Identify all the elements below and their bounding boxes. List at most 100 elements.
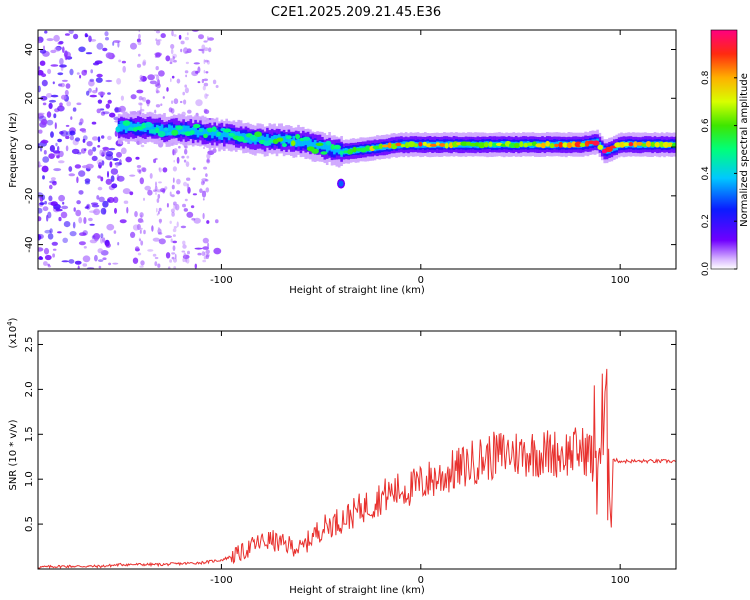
noise-speckle — [39, 60, 46, 66]
noise-speckle — [47, 68, 52, 75]
noise-speckle — [107, 99, 112, 104]
noise-streak — [154, 55, 158, 58]
noise-speckle — [207, 37, 214, 41]
noise-streak — [203, 59, 206, 65]
noise-speckle — [147, 74, 155, 81]
spectrogram-frame — [37, 29, 677, 270]
noise-speckle — [57, 145, 60, 152]
noise-speckle — [69, 130, 76, 136]
noise-speckle — [74, 164, 82, 169]
noise-streak — [203, 251, 206, 256]
noise-streak — [207, 36, 209, 42]
noise-speckle — [69, 231, 77, 237]
noise-speckle — [147, 249, 154, 252]
ridge-peak — [144, 121, 153, 128]
noise-speckle — [55, 142, 58, 147]
noise-streak — [157, 263, 161, 268]
ridge-band — [129, 121, 133, 130]
ridge-band — [282, 136, 286, 144]
ridge-band — [292, 135, 295, 144]
noise-streak — [154, 256, 159, 260]
noise-streak — [138, 30, 141, 33]
noise-speckle — [68, 173, 76, 177]
ridge-peak — [352, 146, 357, 153]
noise-streak — [184, 36, 189, 41]
noise-speckle — [202, 212, 205, 220]
noise-speckle — [48, 99, 57, 103]
snr-x-axis-label: Height of straight line (km) — [289, 585, 425, 596]
noise-speckle — [100, 207, 107, 215]
ridge-peak — [211, 126, 217, 132]
noise-speckle — [97, 186, 103, 191]
ridge-band — [127, 123, 130, 131]
ridge-peak — [281, 143, 287, 148]
noise-speckle — [89, 94, 98, 98]
noise-speckle — [46, 93, 53, 98]
noise-speckle — [202, 237, 209, 244]
noise-speckle — [96, 108, 101, 114]
noise-speckle — [197, 81, 201, 84]
noise-speckle — [130, 94, 137, 100]
noise-speckle — [165, 55, 171, 62]
noise-streak — [142, 59, 147, 65]
ridge-peak — [203, 133, 208, 139]
noise-speckle — [192, 193, 197, 196]
noise-speckle — [202, 246, 210, 250]
ridge-peak — [566, 142, 573, 149]
noise-streak — [140, 240, 144, 246]
noise-speckle — [118, 59, 122, 63]
noise-speckle — [110, 168, 119, 175]
noise-streak — [157, 39, 162, 42]
noise-speckle — [94, 254, 98, 262]
noise-speckle — [38, 112, 45, 115]
noise-speckle — [139, 177, 144, 185]
noise-speckle — [71, 148, 80, 155]
noise-speckle — [84, 206, 89, 209]
noise-speckle — [130, 42, 137, 50]
noise-speckle — [103, 150, 107, 156]
noise-speckle — [184, 148, 188, 155]
noise-speckle — [213, 247, 222, 255]
ridge-peak — [540, 142, 546, 149]
noise-streak — [170, 44, 175, 49]
noise-speckle — [134, 211, 138, 218]
noise-streak — [156, 74, 160, 81]
ridge-peak — [439, 143, 446, 147]
noise-speckle — [46, 111, 52, 118]
noise-speckle — [197, 252, 202, 256]
noise-speckle — [85, 52, 93, 55]
ridge-peak — [372, 145, 381, 150]
noise-speckle — [46, 119, 54, 126]
noise-speckle — [97, 136, 101, 143]
noise-streak — [185, 61, 189, 65]
noise-speckle — [89, 78, 95, 82]
noise-streak — [186, 258, 190, 264]
noise-speckle — [39, 49, 47, 54]
ridge-peak — [135, 126, 144, 131]
ridge-band — [299, 138, 303, 147]
noise-streak — [156, 198, 160, 203]
noise-speckle — [54, 46, 61, 52]
noise-streak — [159, 220, 162, 224]
noise-speckle — [149, 173, 153, 179]
noise-speckle — [176, 221, 179, 228]
ridge-peak — [198, 129, 204, 132]
snr-frame — [37, 330, 677, 570]
noise-streak — [185, 51, 189, 54]
noise-speckle — [39, 256, 42, 260]
ridge-peak — [157, 131, 166, 138]
noise-streak — [155, 192, 157, 195]
noise-streak — [206, 159, 211, 164]
ridge-peak — [249, 134, 258, 142]
ridge-peak — [545, 140, 550, 147]
noise-speckle — [98, 162, 102, 169]
ridge-peak — [619, 141, 626, 148]
noise-speckle — [68, 30, 74, 35]
snr-multiplier-exponent: 4 — [6, 321, 14, 326]
ridge-peak — [444, 142, 449, 149]
noise-streak — [171, 184, 175, 190]
noise-speckle — [38, 85, 41, 93]
noise-streak — [172, 234, 176, 237]
noise-speckle — [126, 206, 129, 214]
noise-streak — [204, 179, 209, 182]
